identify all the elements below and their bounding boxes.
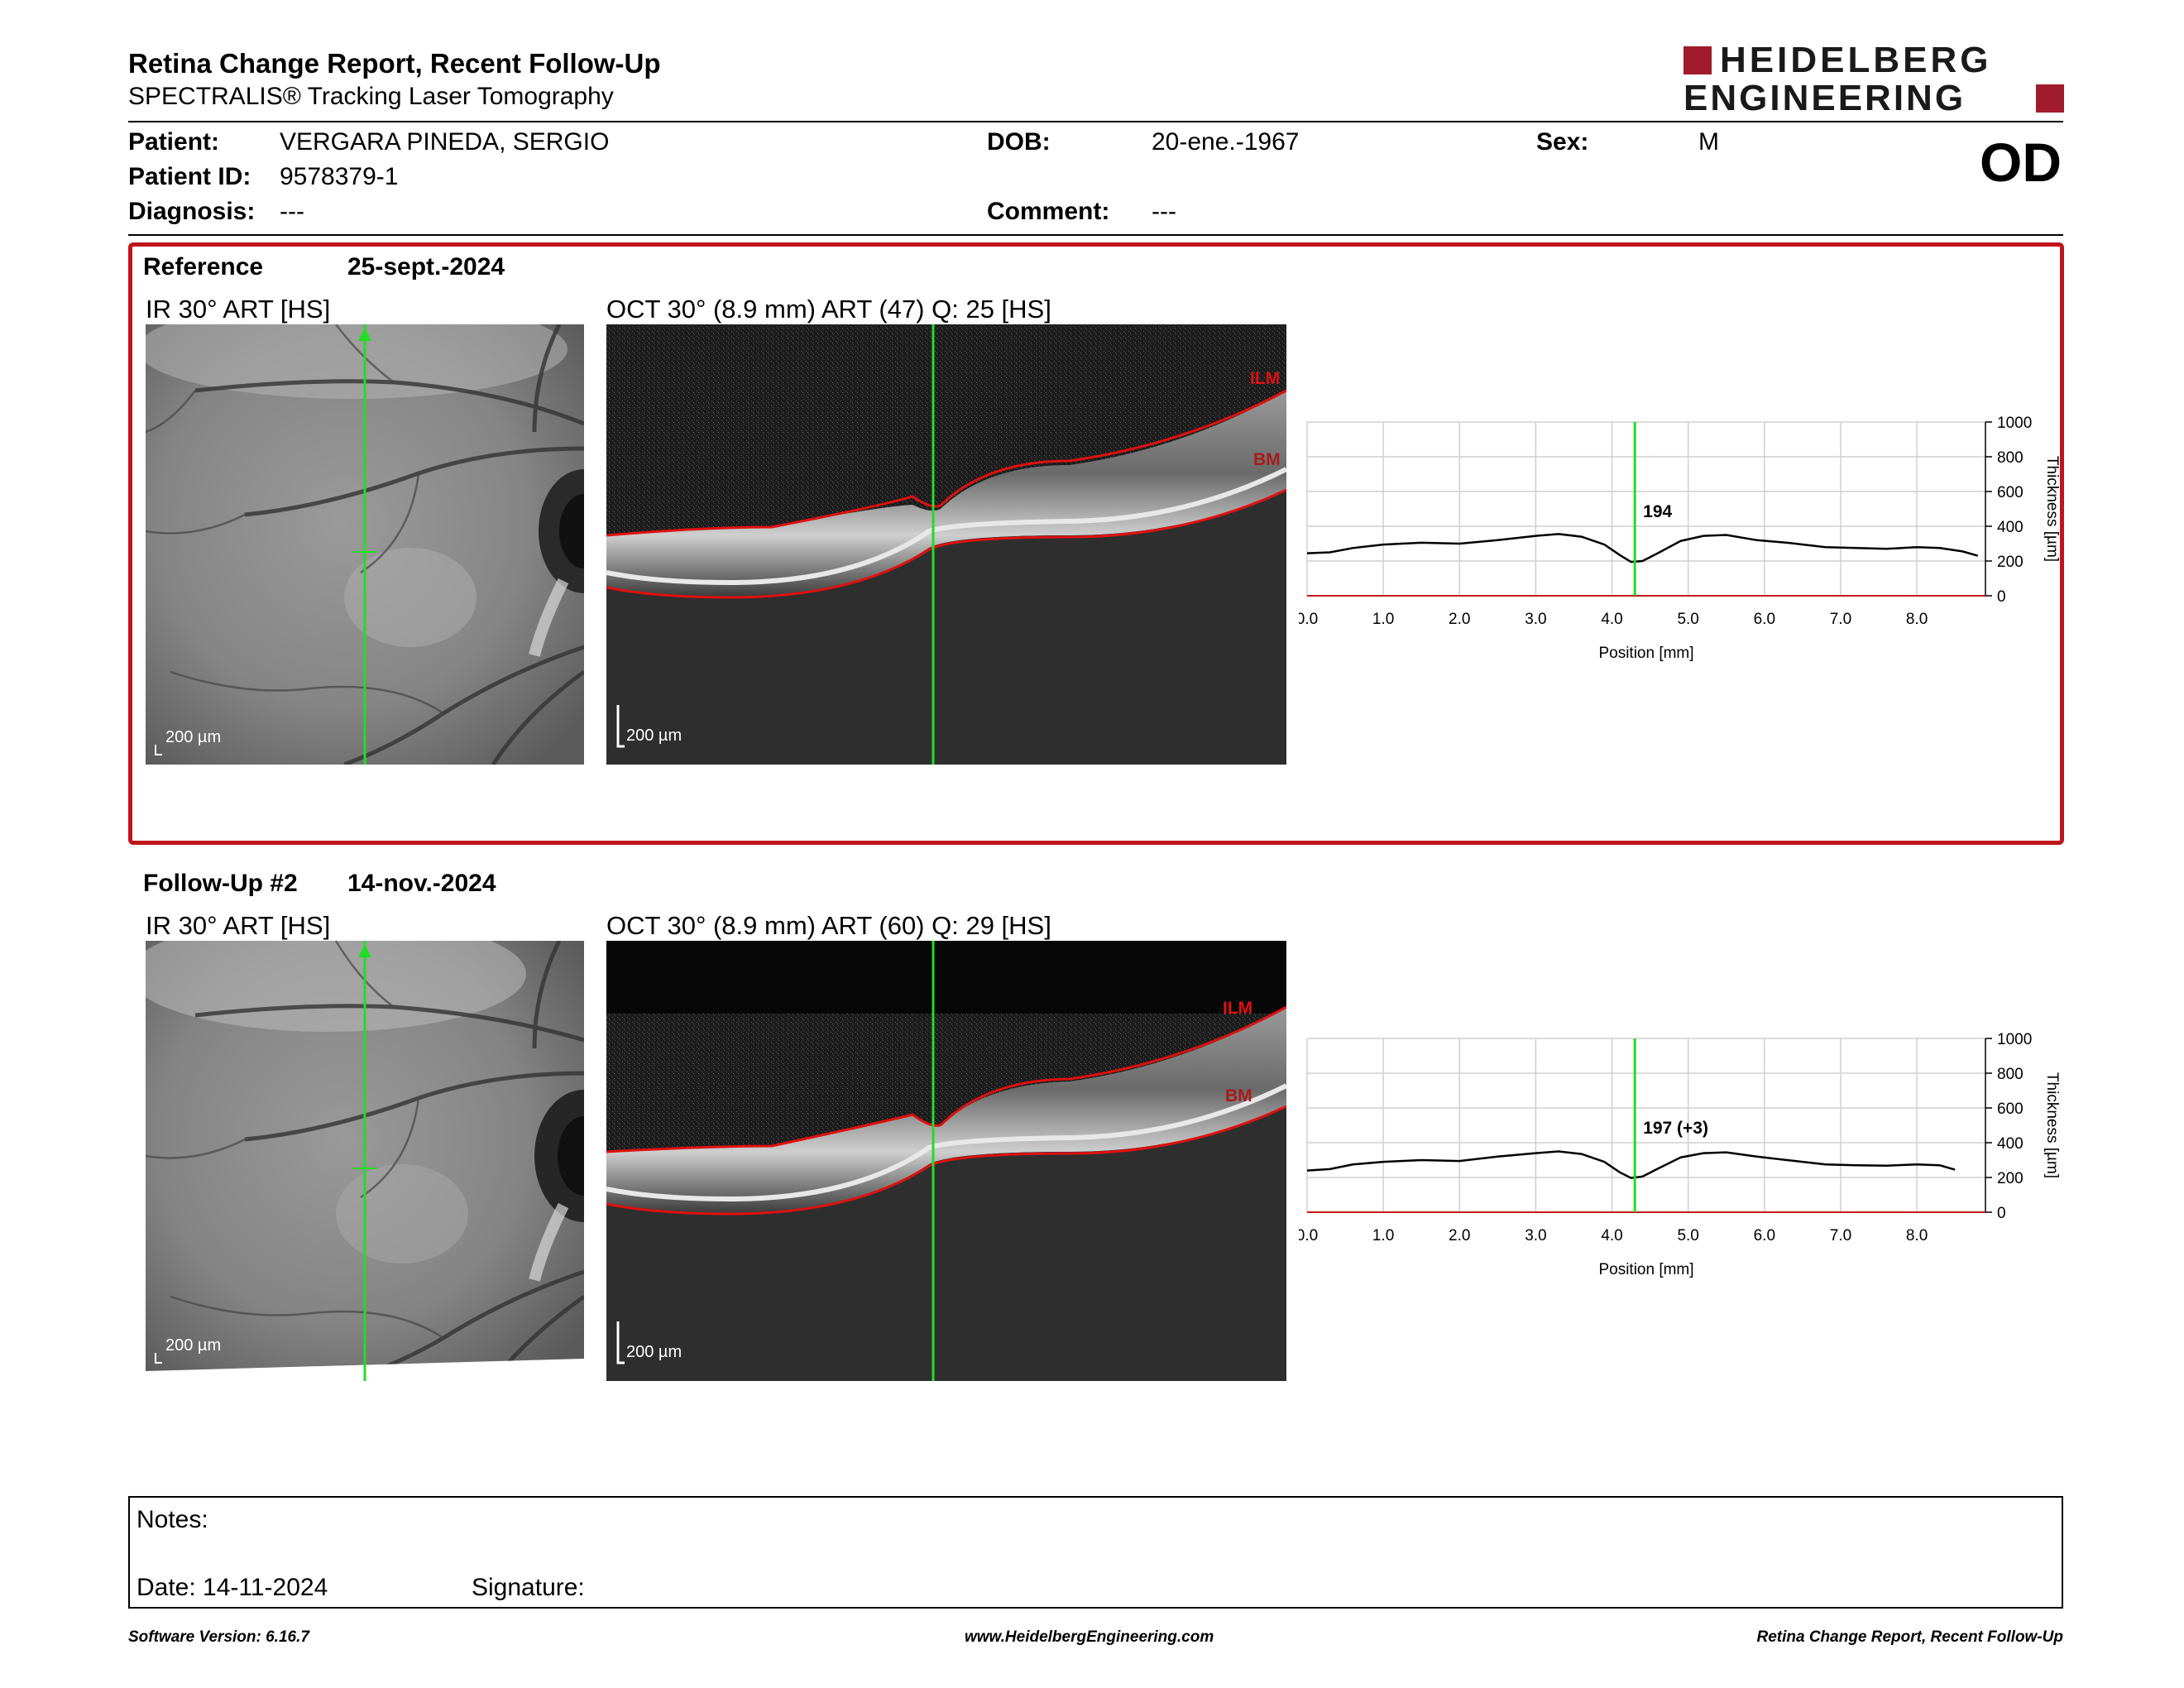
reference-thickness-chart: 0 200 400 600 800 1000 0.0 1.0 2.0 3.0 4.0 5.0 6.0 7.… (1296, 410, 2076, 674)
x-tick-label: 3.0 (1525, 1227, 1546, 1244)
fundus-svg (146, 324, 584, 765)
footer-website[interactable]: www.HeidelbergEngineering.com (965, 1628, 1214, 1646)
y-tick-label: 200 (1997, 554, 2024, 571)
sex-label: Sex: (1536, 128, 1589, 156)
y-tick-label: 400 (1997, 1135, 2024, 1153)
thickness-series-line (1306, 533, 1979, 563)
x-tick-label: 5.0 (1677, 611, 1698, 628)
marker-value-label: 194 (1643, 502, 1672, 521)
logo-square-top (1684, 46, 1712, 74)
y-tick-label: 0 (1997, 588, 2006, 606)
y-tick-label: 0 (1997, 1205, 2006, 1222)
reference-box (128, 242, 2064, 845)
footer-software: Software Version: 6.16.7 (128, 1628, 309, 1646)
reference-ir-image: 200 µm (146, 324, 584, 765)
y-tick-label: 600 (1997, 1101, 2024, 1118)
followup-oct-image: ILM BM 200 µm (606, 941, 1286, 1381)
x-tick-label: 6.0 (1754, 1227, 1775, 1244)
followup-ilm-label: ILM (1223, 999, 1253, 1018)
x-tick-label: 0.0 (1299, 611, 1318, 628)
sex-value: M (1698, 128, 1719, 156)
patient-name: VERGARA PINEDA, SERGIO (280, 128, 610, 156)
logo-line1: HEIDELBERG (1720, 40, 1992, 80)
comment-label: Comment: (987, 198, 1110, 225)
signature-label: Signature: (472, 1574, 585, 1601)
followup-label: Follow-Up #2 (143, 870, 298, 897)
x-tick-label: 7.0 (1830, 1227, 1851, 1244)
heidelberg-logo: HEIDELBERG ENGINEERING (1684, 40, 2066, 119)
y-tick-label: 800 (1997, 449, 2024, 467)
dob-value: 20-ene.-1967 (1152, 128, 1300, 156)
patient-id: 9578379-1 (280, 163, 399, 190)
x-tick-label: 3.0 (1525, 611, 1546, 628)
followup-bm-label: BM (1225, 1086, 1252, 1105)
diagnosis-value: --- (280, 198, 304, 225)
header-divider (128, 121, 2063, 122)
report-title: Retina Change Report, Recent Follow-Up (128, 48, 661, 79)
x-tick-label: 1.0 (1372, 611, 1394, 628)
x-tick-label: 1.0 (1372, 1227, 1394, 1244)
marker-value-label: 197 (+3) (1643, 1119, 1708, 1138)
followup-date: 14-nov.-2024 (347, 870, 496, 897)
notes-date: Date: 14-11-2024 (136, 1574, 328, 1601)
diagnosis-label: Diagnosis: (128, 198, 256, 225)
reference-oct-image: ILM BM 200 µm (606, 324, 1286, 765)
reference-chart-svg: 0 200 400 600 800 1000 0.0 1.0 2.0 3.0 4.0 5.0 6.0 7.… (1296, 415, 2061, 662)
followup-ir-image: 200 µm (146, 941, 584, 1381)
x-axis-label: Position [mm] (1598, 1261, 1693, 1278)
y-tick-label: 800 (1997, 1066, 2024, 1083)
notes-label: Notes: (136, 1506, 208, 1533)
reference-label: Reference (143, 253, 264, 281)
eye-indicator: OD (1980, 132, 2062, 193)
x-tick-label: 4.0 (1601, 1227, 1622, 1244)
logo-line2: ENGINEERING (1684, 78, 1966, 118)
x-tick-label: 2.0 (1449, 1227, 1470, 1244)
dob-label: DOB: (987, 128, 1051, 156)
y-axis-label: Thickness [µm] (2043, 1072, 2061, 1178)
footer-report: Retina Change Report, Recent Follow-Up (1756, 1628, 2063, 1646)
followup-oct-title: OCT 30° (8.9 mm) ART (60) Q: 29 [HS] (606, 911, 1051, 940)
x-tick-label: 8.0 (1906, 1227, 1928, 1244)
patient-id-label: Patient ID: (128, 163, 251, 190)
followup-oct-scale: 200 µm (626, 1343, 682, 1361)
y-axis-label: Thickness [µm] (2043, 456, 2061, 562)
reference-bm-label: BM (1253, 450, 1281, 469)
y-tick-label: 200 (1997, 1170, 2024, 1187)
followup-ir-title: IR 30° ART [HS] (146, 911, 331, 940)
reference-date: 25-sept.-2024 (347, 253, 505, 281)
y-tick-label: 400 (1997, 519, 2024, 536)
x-tick-label: 2.0 (1449, 611, 1470, 628)
followup-thickness-chart: 0 200 400 600 800 1000 0.0 1.0 2.0 3.0 4.0 5.0 6.0 7.… (1296, 1026, 2076, 1291)
x-tick-label: 4.0 (1601, 611, 1622, 628)
comment-value: --- (1152, 198, 1176, 225)
patient-label: Patient: (128, 128, 220, 156)
x-tick-label: 5.0 (1677, 1227, 1698, 1244)
logo-square-bottom (2036, 84, 2064, 113)
y-tick-label: 1000 (1997, 1031, 2032, 1048)
y-tick-label: 1000 (1997, 415, 2032, 432)
reference-ir-title: IR 30° ART [HS] (146, 295, 331, 324)
x-axis-label: Position [mm] (1598, 645, 1693, 662)
y-tick-label: 600 (1997, 484, 2024, 501)
reference-ir-scale: 200 µm (165, 728, 222, 746)
x-tick-label: 8.0 (1906, 611, 1928, 628)
followup-ir-scale: 200 µm (165, 1336, 222, 1355)
followup-chart-svg: 0 200 400 600 800 1000 0.0 1.0 2.0 3.0 4.0 5.0 6.0 7.… (1296, 1031, 2061, 1278)
reference-oct-scale: 200 µm (626, 727, 682, 745)
fundus-svg (146, 941, 584, 1381)
oct-svg (606, 941, 1286, 1381)
reference-ilm-label: ILM (1250, 369, 1281, 388)
oct-svg (606, 324, 1286, 765)
x-tick-label: 6.0 (1754, 611, 1775, 628)
patient-divider (128, 234, 2063, 236)
x-tick-label: 7.0 (1830, 611, 1851, 628)
notes-box[interactable]: Notes: Date: 14-11-2024 Signature: (128, 1496, 2063, 1609)
report-subtitle: SPECTRALIS® Tracking Laser Tomography (128, 83, 614, 110)
thickness-series-line (1306, 1150, 1956, 1179)
x-tick-label: 0.0 (1299, 1227, 1318, 1244)
reference-oct-title: OCT 30° (8.9 mm) ART (47) Q: 25 [HS] (606, 295, 1051, 324)
